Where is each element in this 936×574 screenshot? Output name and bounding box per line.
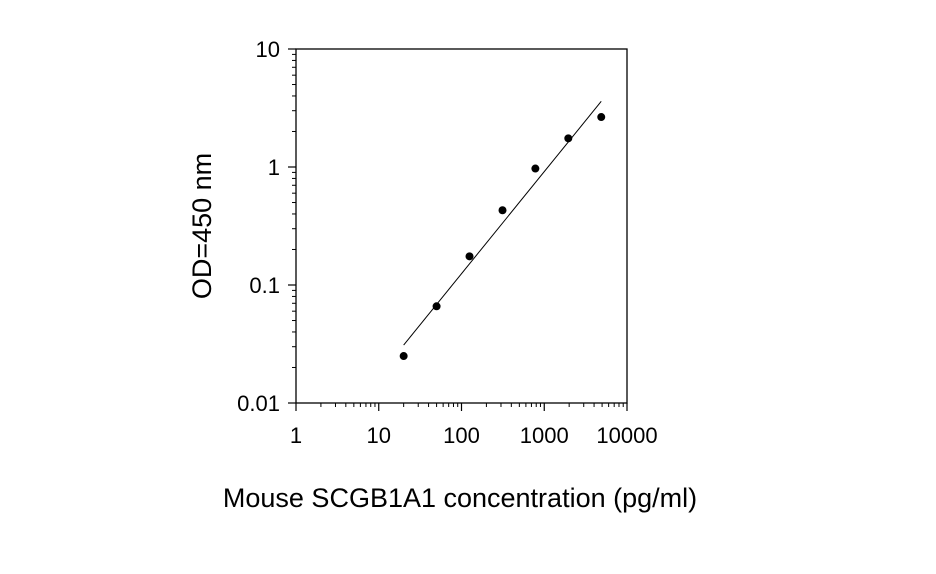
x-tick-label: 100 xyxy=(443,423,480,448)
y-tick-label: 1 xyxy=(268,155,280,180)
data-points xyxy=(399,113,606,361)
data-point xyxy=(432,302,441,311)
x-tick-label: 10000 xyxy=(596,423,657,448)
x-axis-ticks: 1 10 100 1000 10000 xyxy=(290,403,658,448)
x-axis-title: Mouse SCGB1A1 concentration (pg/ml) xyxy=(223,483,697,513)
y-axis-title: OD=450 nm xyxy=(187,153,217,299)
data-point xyxy=(597,113,606,122)
x-tick-label: 10 xyxy=(367,423,391,448)
y-tick-label: 0.1 xyxy=(249,273,280,298)
data-point xyxy=(531,164,540,173)
y-tick-label: 0.01 xyxy=(237,391,280,416)
x-tick-label: 1000 xyxy=(520,423,569,448)
data-point xyxy=(399,352,408,361)
plot-frame xyxy=(295,48,628,404)
data-point xyxy=(564,134,573,143)
y-axis-ticks: 0.01 0.1 1 10 xyxy=(237,37,296,416)
data-point xyxy=(465,252,474,261)
y-tick-label: 10 xyxy=(256,37,280,62)
plot-border xyxy=(295,48,628,404)
data-point xyxy=(498,206,507,215)
x-tick-label: 1 xyxy=(290,423,302,448)
